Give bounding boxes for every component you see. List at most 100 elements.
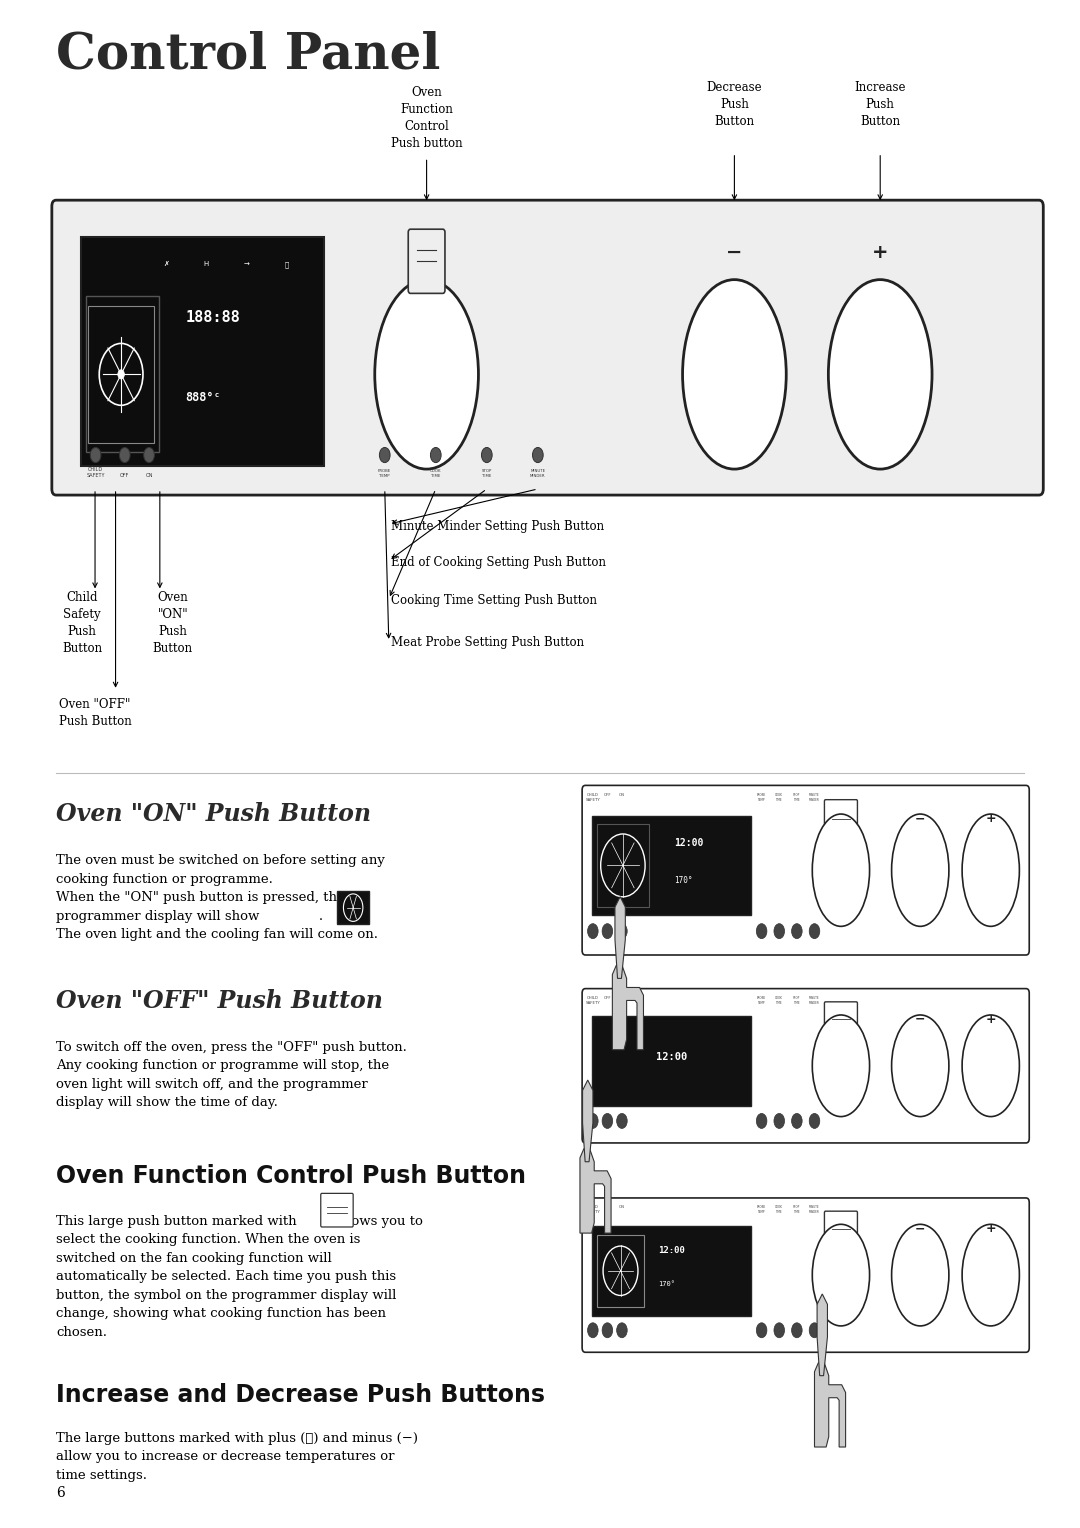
Polygon shape (580, 1149, 611, 1233)
Ellipse shape (962, 814, 1020, 926)
Circle shape (617, 1114, 627, 1128)
Text: The oven must be switched on before setting any
cooking function or programme.
W: The oven must be switched on before sett… (56, 854, 386, 941)
Circle shape (809, 1114, 820, 1128)
Text: ON: ON (146, 472, 152, 478)
Text: +: + (872, 243, 889, 261)
Circle shape (588, 924, 598, 938)
Circle shape (600, 834, 645, 897)
Circle shape (379, 448, 390, 463)
Text: MINUTE
MINDER: MINUTE MINDER (809, 1206, 820, 1215)
Circle shape (431, 448, 441, 463)
Text: COOK
TIME: COOK TIME (775, 1206, 783, 1215)
Bar (81, 237, 324, 466)
Text: 12:00: 12:00 (674, 839, 704, 848)
Text: −: − (726, 243, 743, 261)
Ellipse shape (962, 1224, 1020, 1326)
FancyBboxPatch shape (408, 229, 445, 293)
Polygon shape (814, 1363, 846, 1447)
Text: End of Cooking Setting Push Button: End of Cooking Setting Push Button (391, 556, 606, 570)
Circle shape (532, 448, 543, 463)
Circle shape (603, 1114, 612, 1128)
Polygon shape (615, 897, 625, 978)
Text: MINUTE
MINDER: MINUTE MINDER (809, 996, 820, 1005)
Text: OFF: OFF (604, 793, 611, 798)
Text: 170°: 170° (674, 876, 693, 885)
Text: Oven "ON" Push Button: Oven "ON" Push Button (56, 802, 372, 827)
Text: PROBE
TEMP: PROBE TEMP (757, 996, 766, 1005)
Text: −: − (915, 1013, 926, 1025)
Text: PROBE
TEMP: PROBE TEMP (757, 1206, 766, 1215)
Text: Child
Safety
Push
Button: Child Safety Push Button (62, 591, 103, 656)
Bar (86, 296, 159, 452)
Text: 12:00: 12:00 (659, 1247, 686, 1256)
Text: COOK
TIME: COOK TIME (775, 793, 783, 802)
Circle shape (774, 1323, 784, 1337)
FancyBboxPatch shape (824, 1212, 858, 1250)
FancyBboxPatch shape (52, 200, 1043, 495)
Circle shape (774, 1114, 784, 1128)
Text: The large buttons marked with plus (✚) and minus (−)
allow you to increase or de: The large buttons marked with plus (✚) a… (56, 1432, 418, 1482)
Text: Oven "OFF"
Push Button: Oven "OFF" Push Button (58, 698, 132, 729)
Bar (592, 1225, 751, 1316)
Ellipse shape (892, 1015, 949, 1117)
FancyBboxPatch shape (824, 799, 858, 843)
Text: Decrease
Push
Button: Decrease Push Button (706, 81, 762, 128)
Text: STOP
TIME: STOP TIME (793, 996, 800, 1005)
Ellipse shape (892, 1224, 949, 1326)
Text: Increase and Decrease Push Buttons: Increase and Decrease Push Buttons (56, 1383, 545, 1407)
Text: PROBE
TEMP: PROBE TEMP (757, 793, 766, 802)
Ellipse shape (812, 1224, 869, 1326)
Text: STOP
TIME: STOP TIME (793, 793, 800, 802)
Circle shape (792, 1323, 802, 1337)
Circle shape (118, 370, 124, 379)
FancyBboxPatch shape (582, 785, 1029, 955)
Text: OFF: OFF (604, 996, 611, 1001)
Text: MINUTE
MINDER: MINUTE MINDER (809, 793, 820, 802)
Text: This large push button marked with         allows you to
select the cooking func: This large push button marked with allow… (56, 1215, 423, 1339)
Ellipse shape (962, 1015, 1020, 1117)
Ellipse shape (683, 280, 786, 469)
Text: COOK
TIME: COOK TIME (775, 996, 783, 1005)
Text: OFF: OFF (604, 1206, 611, 1210)
Text: To switch off the oven, press the "OFF" push button.
Any cooking function or pro: To switch off the oven, press the "OFF" … (56, 1041, 407, 1109)
Text: 170°: 170° (659, 1282, 676, 1287)
Circle shape (792, 924, 802, 938)
Bar (597, 824, 649, 908)
Text: 6: 6 (56, 1487, 65, 1500)
Bar (592, 1016, 751, 1106)
Text: →: → (243, 261, 249, 267)
Ellipse shape (812, 814, 869, 926)
FancyBboxPatch shape (824, 1002, 858, 1041)
Bar (89, 306, 154, 443)
Text: Increase
Push
Button: Increase Push Button (854, 81, 906, 128)
Text: +: + (985, 813, 996, 825)
Text: PROBE
TEMP: PROBE TEMP (378, 469, 391, 478)
Circle shape (756, 1114, 767, 1128)
Circle shape (809, 924, 820, 938)
Ellipse shape (375, 280, 478, 469)
Circle shape (343, 894, 363, 921)
Text: Minute Minder Setting Push Button: Minute Minder Setting Push Button (391, 520, 604, 533)
Polygon shape (818, 1294, 827, 1375)
Text: Oven
"ON"
Push
Button: Oven "ON" Push Button (152, 591, 193, 656)
Circle shape (774, 924, 784, 938)
Ellipse shape (892, 814, 949, 926)
Text: Oven Function Control Push Button: Oven Function Control Push Button (56, 1164, 526, 1189)
Text: ON: ON (619, 793, 625, 798)
Text: CHILD
SAFETY: CHILD SAFETY (585, 793, 600, 802)
Text: STOP
TIME: STOP TIME (793, 1206, 800, 1215)
FancyBboxPatch shape (321, 1193, 353, 1227)
Text: MINUTE
MINDER: MINUTE MINDER (530, 469, 545, 478)
Text: Oven
Function
Control
Push button: Oven Function Control Push button (391, 86, 462, 150)
Circle shape (482, 448, 492, 463)
Circle shape (99, 344, 143, 405)
Text: −: − (915, 813, 926, 825)
Polygon shape (612, 966, 644, 1050)
Text: −: − (915, 1222, 926, 1235)
FancyBboxPatch shape (582, 1198, 1029, 1352)
Circle shape (617, 924, 627, 938)
Text: CHILD
SAFETY: CHILD SAFETY (585, 1206, 600, 1215)
Text: CHILD
SAFETY: CHILD SAFETY (86, 468, 105, 478)
Circle shape (756, 1323, 767, 1337)
Text: +: + (985, 1013, 996, 1025)
